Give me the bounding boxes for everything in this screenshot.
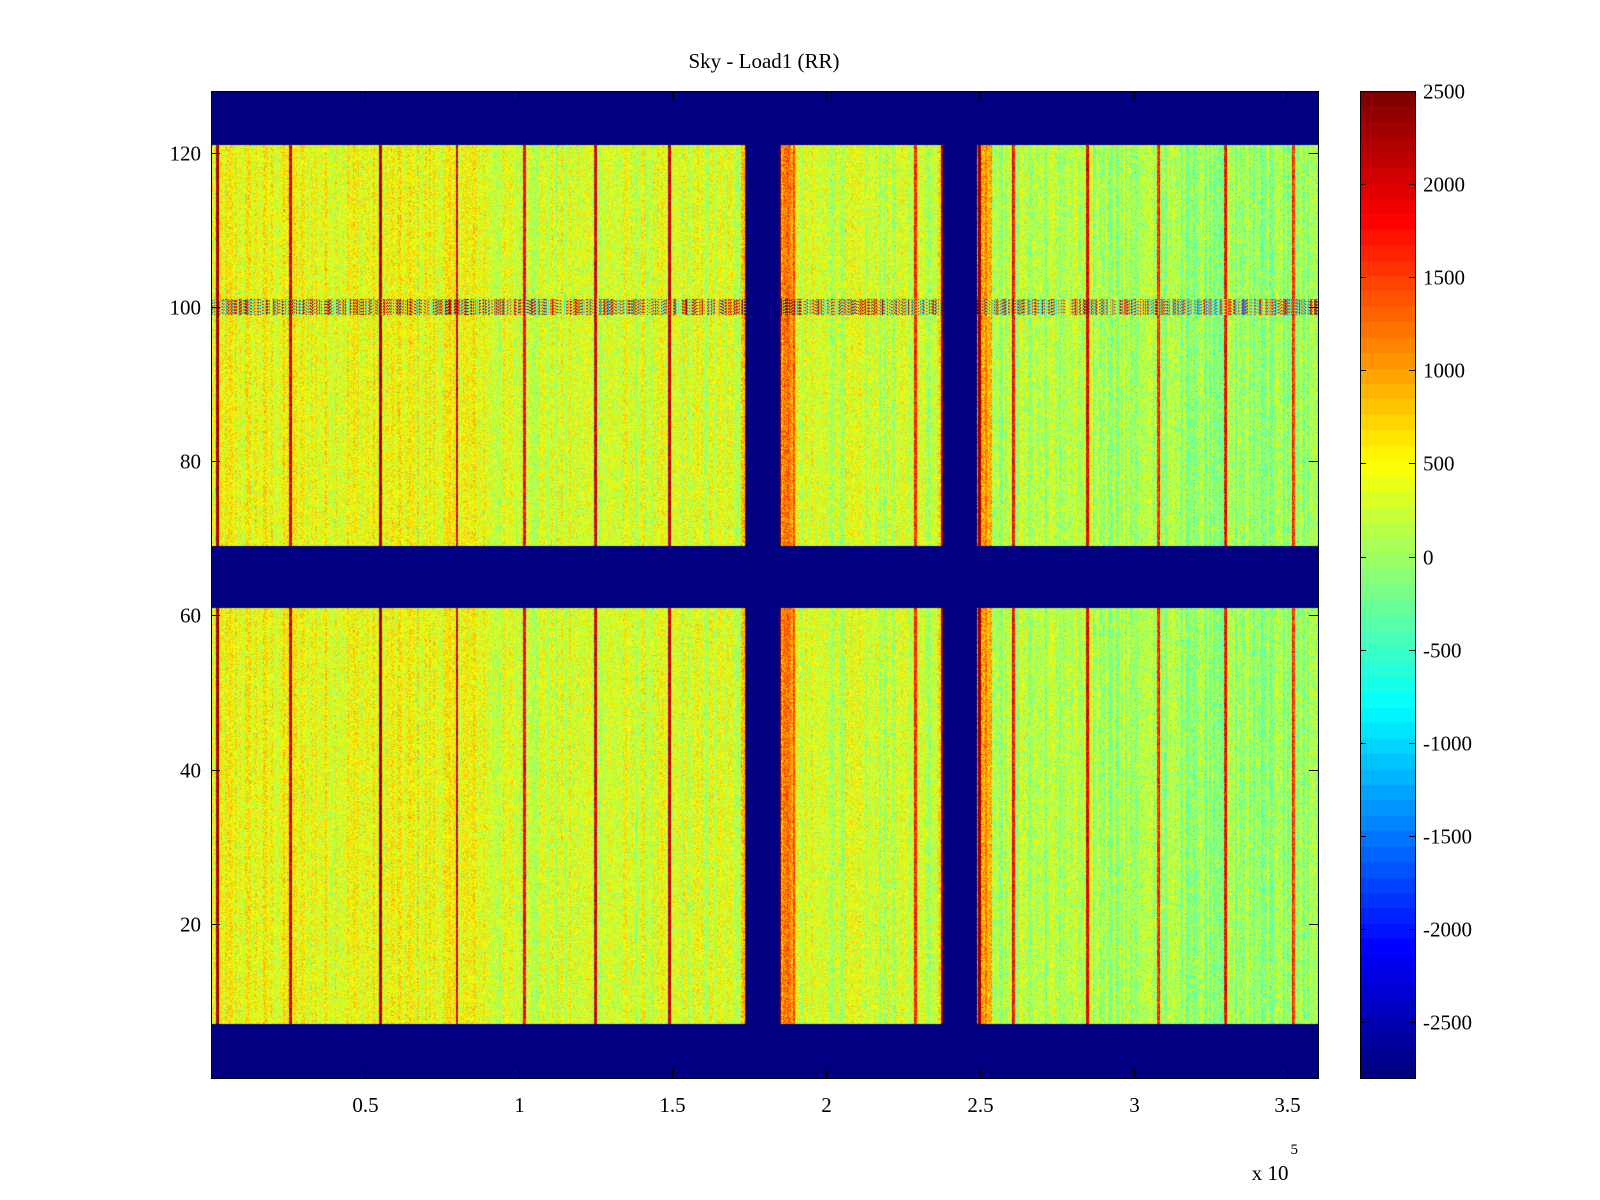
x-tick-label: 3.5	[1274, 1093, 1300, 1117]
heatmap-image	[211, 91, 1318, 1078]
y-tick-label: 120	[170, 142, 202, 166]
colorbar-frame	[1360, 91, 1416, 1079]
x-tick-label: 0.5	[352, 1093, 378, 1117]
y-tick-label: 40	[180, 759, 201, 783]
colorbar-tick-label: 1000	[1423, 359, 1465, 383]
colorbar-tick-label: 2000	[1423, 173, 1465, 197]
plot-frame	[211, 91, 1319, 1079]
x-scale-label: x 105	[1252, 1142, 1298, 1185]
colorbar-tick-label: 500	[1423, 452, 1455, 476]
chart-title: Sky - Load1 (RR)	[688, 49, 839, 73]
colorbar-tick-label: -1500	[1423, 825, 1472, 849]
colorbar-tick-label: 1500	[1423, 266, 1465, 290]
colorbar-tick-label: -2000	[1423, 918, 1472, 942]
y-tick-label: 60	[180, 604, 201, 628]
x-tick-label: 2.5	[967, 1093, 993, 1117]
y-tick-label: 100	[170, 296, 202, 320]
colorbar-tick-label: 0	[1423, 546, 1434, 570]
x-axis-ticks: 0.5 1 1.5 2 2.5 3 3.5	[352, 91, 1301, 1117]
colorbar-tick-label: -2500	[1423, 1011, 1472, 1035]
colorbar-ticks: 2500 2000 1500 1000 500 0 -500 -1000 -1500 -2000 -…	[1360, 80, 1472, 1035]
x-tick-label: 1	[514, 1093, 525, 1117]
x-scale-exponent: 5	[1291, 1142, 1299, 1158]
colorbar-tick-label: 2500	[1423, 80, 1465, 104]
x-tick-label: 2	[821, 1093, 832, 1117]
colorbar-tick-label: -500	[1423, 639, 1462, 663]
y-tick-label: 80	[180, 450, 201, 474]
y-axis-ticks: 20 40 60 80 100 120	[170, 142, 1318, 937]
colorbar-image	[1360, 91, 1415, 1078]
x-tick-label: 3	[1129, 1093, 1140, 1117]
y-tick-label: 20	[180, 913, 201, 937]
axes-frame	[211, 91, 1416, 1079]
x-tick-label: 1.5	[659, 1093, 685, 1117]
colorbar-tick-label: -1000	[1423, 732, 1472, 756]
